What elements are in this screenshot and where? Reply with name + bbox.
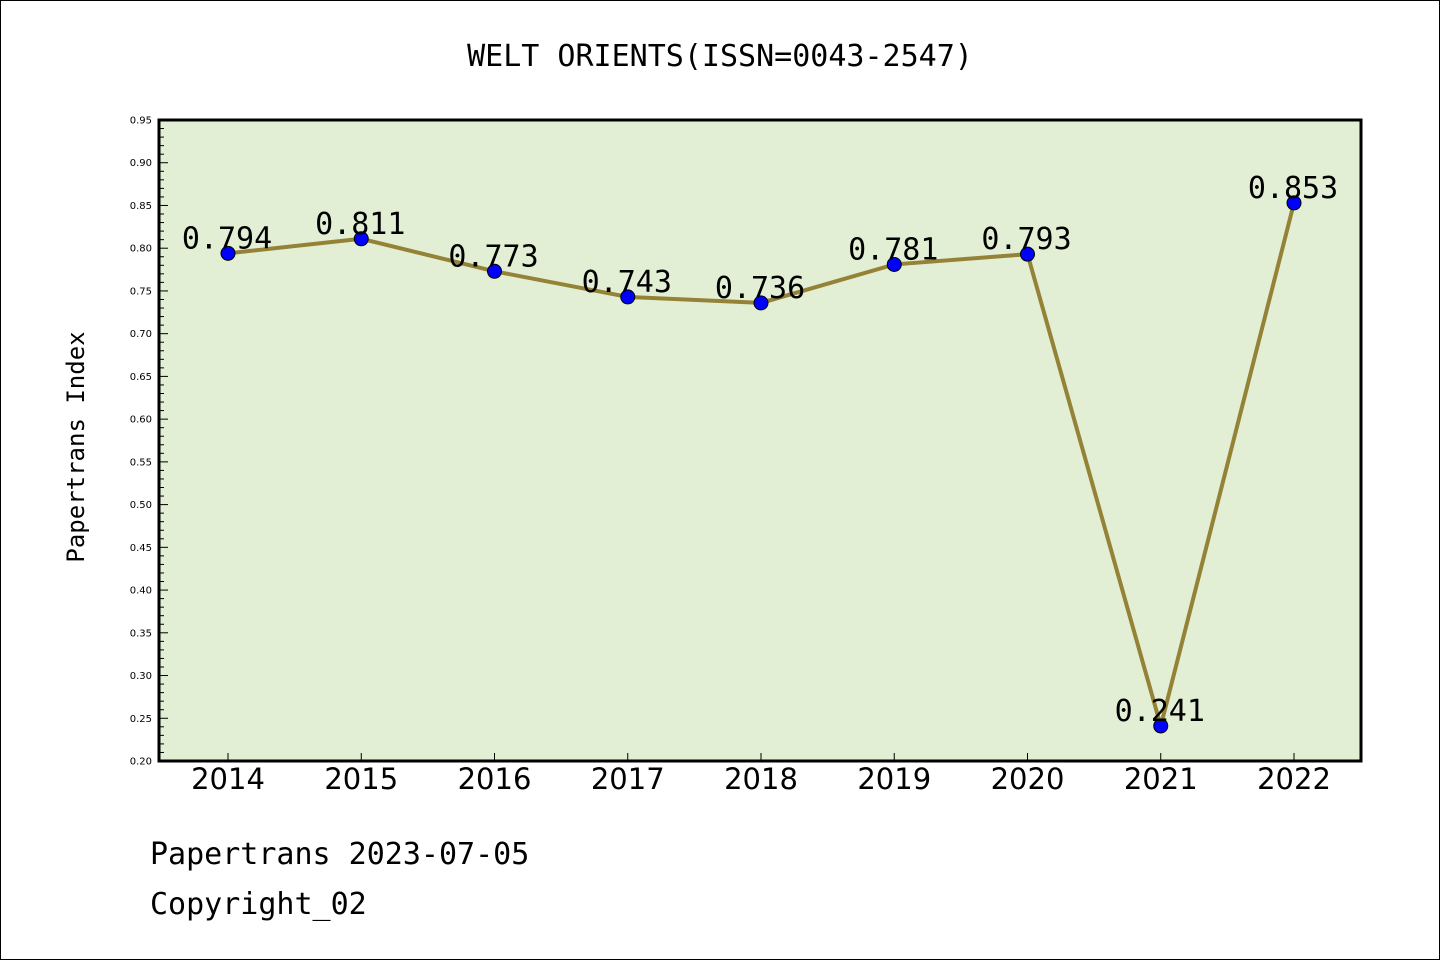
x-tick-label: 2022	[1257, 762, 1331, 796]
y-tick-label: 0.60	[130, 415, 152, 426]
data-point	[353, 231, 369, 247]
data-label: 0.793	[981, 222, 1071, 257]
data-point	[620, 289, 636, 305]
data-label: 0.736	[715, 271, 805, 306]
data-label: 0.241	[1115, 694, 1205, 729]
x-tick-label: 2017	[591, 762, 665, 796]
y-tick-label: 0.90	[130, 158, 152, 169]
y-tick-label: 0.20	[130, 757, 152, 768]
chart-title: WELT ORIENTS(ISSN=0043-2547)	[467, 39, 973, 74]
plot-area	[157, 118, 1363, 763]
y-tick-label: 0.70	[130, 329, 152, 340]
y-axis-ticks: 0.20 0.25 0.30 0.35 0.40 0.45 0.50 0.55 0.60 0.65…	[130, 116, 168, 768]
y-tick-label: 0.25	[130, 714, 152, 725]
x-tick-label: 2016	[458, 762, 532, 796]
footer-copyright: Copyright_02	[150, 887, 367, 922]
y-axis-label: Papertrans Index	[62, 331, 90, 562]
data-label: 0.853	[1248, 171, 1338, 206]
x-tick-label: 2015	[324, 762, 398, 796]
x-tick-label: 2018	[724, 762, 798, 796]
x-tick-label: 2014	[191, 762, 265, 796]
footer-source: Papertrans 2023-07-05	[150, 837, 529, 872]
x-tick-label: 2021	[1124, 762, 1198, 796]
y-tick-label: 0.45	[130, 543, 152, 554]
y-tick-label: 0.95	[130, 116, 152, 127]
data-label: 0.743	[582, 265, 672, 300]
x-tick-label: 2020	[991, 762, 1065, 796]
y-tick-label: 0.50	[130, 500, 152, 511]
data-point	[886, 256, 902, 272]
data-point	[487, 263, 502, 279]
series-markers	[220, 195, 1302, 734]
y-tick-label: 0.35	[130, 628, 152, 639]
data-point	[220, 245, 236, 261]
y-tick-label: 0.75	[130, 286, 152, 297]
x-axis-ticks: 2014 2015 2016 2017 2018 2019 2020 2021 2022	[191, 753, 1331, 796]
data-point	[1020, 246, 1035, 262]
data-point	[1153, 718, 1169, 734]
y-tick-label: 0.65	[130, 372, 152, 383]
data-point	[1286, 195, 1302, 211]
y-tick-label: 0.80	[130, 244, 152, 255]
x-tick-label: 2019	[857, 762, 931, 796]
data-label: 0.811	[315, 207, 405, 242]
data-point	[753, 295, 769, 311]
y-tick-label: 0.40	[130, 586, 152, 597]
y-tick-label: 0.85	[130, 201, 152, 212]
data-label: 0.773	[448, 239, 538, 274]
data-label: 0.794	[182, 221, 272, 256]
data-labels: 0.794 0.811 0.773 0.743 0.736 0.781 0.793 0.241…	[182, 171, 1338, 729]
y-tick-label: 0.30	[130, 671, 152, 682]
y-tick-label: 0.55	[130, 457, 152, 468]
data-label: 0.781	[848, 232, 938, 267]
